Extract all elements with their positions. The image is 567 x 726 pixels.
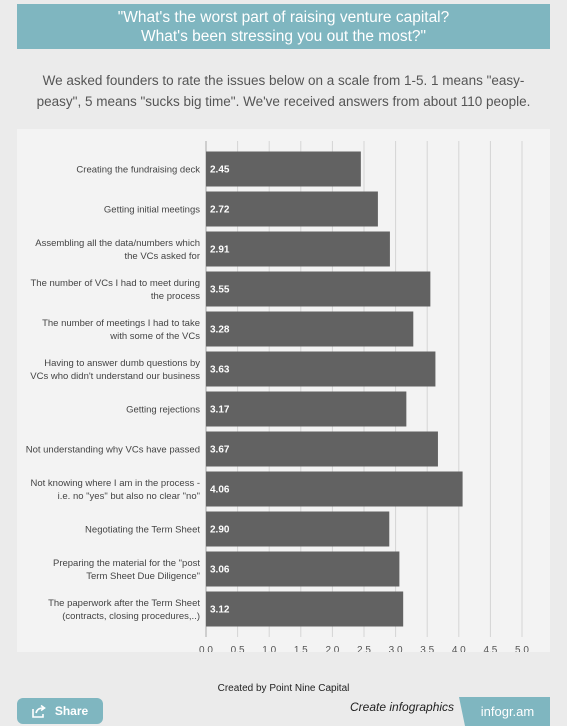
category-label: Getting rejections: [126, 405, 200, 416]
bar: [206, 271, 431, 307]
bar: [206, 551, 400, 587]
category-label: i.e. no "yes" but also no clear "no": [58, 491, 200, 502]
category-label: Getting initial meetings: [104, 205, 200, 216]
bar-value-label: 3.55: [210, 285, 230, 296]
category-label: The number of VCs I had to meet during: [30, 278, 200, 289]
create-infographics-link[interactable]: Create infographics: [350, 700, 455, 714]
x-tick-label: 0.0: [199, 645, 213, 652]
bar: [206, 391, 407, 427]
category-label: The number of meetings I had to take: [42, 318, 200, 329]
x-tick-label: 4.0: [452, 645, 466, 652]
category-label: (contracts, closing procedures,..): [62, 611, 200, 622]
x-tick-label: 2.0: [325, 645, 339, 652]
bar-value-label: 3.67: [210, 445, 230, 456]
bar-value-label: 2.45: [210, 165, 230, 176]
bar: [206, 311, 414, 347]
bar: [206, 151, 361, 187]
chart-description: We asked founders to rate the issues bel…: [36, 73, 531, 109]
chart-panel: 0.0 0.5 1.0 1.5 2.0 2.5 3.0 3.5 4.0 4.5 5.0 2.45 Cre…: [17, 129, 550, 652]
bar: [206, 231, 390, 267]
category-label: with some of the VCs: [109, 331, 200, 342]
bar: [206, 431, 438, 467]
category-label: Creating the fundraising deck: [76, 165, 200, 176]
category-label: Preparing the material for the "post: [53, 558, 200, 569]
bar-value-label: 2.91: [210, 245, 230, 256]
bar-value-label: 3.12: [210, 605, 230, 616]
bar-value-label: 3.63: [210, 365, 230, 376]
share-button[interactable]: Share: [17, 698, 103, 724]
bar: [206, 591, 404, 627]
share-label: Share: [54, 704, 89, 718]
x-tick-label: 2.5: [357, 645, 371, 652]
category-label: the VCs asked for: [124, 251, 200, 262]
infogram-brand-button[interactable]: infogr.am: [465, 697, 550, 726]
brand-fold-decoration: [459, 697, 465, 726]
category-label: Negotiating the Term Sheet: [85, 525, 200, 536]
bar: [206, 191, 378, 227]
bar-value-label: 2.72: [210, 205, 230, 216]
category-label: Not knowing where I am in the process -: [31, 478, 201, 489]
bar-value-label: 2.90: [210, 525, 230, 536]
x-tick-label: 5.0: [515, 645, 529, 652]
bar-value-label: 4.06: [210, 485, 230, 496]
category-label: Term Sheet Due Diligence": [86, 571, 200, 582]
category-label: Having to answer dumb questions by: [44, 358, 200, 369]
bar: [206, 351, 436, 387]
share-icon: [32, 704, 46, 718]
category-label: VCs who didn't understand our business: [30, 371, 200, 382]
bar: [206, 471, 463, 507]
x-tick-label: 1.5: [294, 645, 308, 652]
x-tick-label: 4.5: [483, 645, 497, 652]
chart-title-line-2: What's been stressing you out the most?": [140, 27, 427, 45]
bar-value-label: 3.28: [210, 325, 230, 336]
chart-title-banner: "What's the worst part of raising ventur…: [17, 4, 550, 49]
x-tick-label: 3.5: [420, 645, 434, 652]
bar-chart: 0.0 0.5 1.0 1.5 2.0 2.5 3.0 3.5 4.0 4.5 5.0 2.45 Cre…: [26, 141, 529, 652]
bar-value-label: 3.17: [210, 405, 230, 416]
category-label: The paperwork after the Term Sheet: [48, 598, 200, 609]
footer-credit: Created by Point Nine Capital: [217, 683, 350, 694]
category-label: Not understanding why VCs have passed: [26, 445, 200, 456]
bar: [206, 511, 390, 547]
x-tick-label: 3.0: [389, 645, 403, 652]
category-label: the process: [151, 291, 200, 302]
bar-value-label: 3.06: [210, 565, 230, 576]
x-tick-label: 0.5: [231, 645, 245, 652]
category-label: Assembling all the data/numbers which: [35, 238, 200, 249]
x-tick-label: 1.0: [262, 645, 276, 652]
chart-title-line-1: "What's the worst part of raising ventur…: [117, 8, 450, 26]
